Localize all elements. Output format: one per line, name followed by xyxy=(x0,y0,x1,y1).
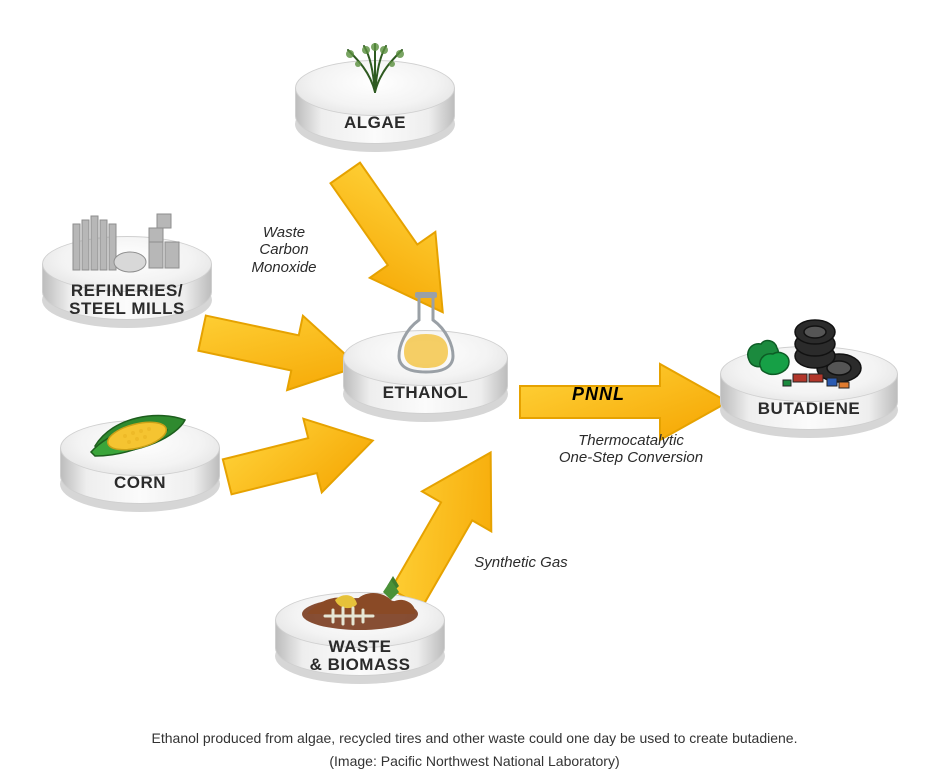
arrow-refineries-ethanol xyxy=(194,296,366,404)
label-thermocatalytic-text: Thermocatalytic One-Step Conversion xyxy=(559,432,703,466)
node-ethanol: ETHANOL xyxy=(343,330,508,424)
flask-icon xyxy=(343,290,508,348)
node-butadiene-label: BUTADIENE xyxy=(720,400,898,418)
node-waste: WASTE & BIOMASS xyxy=(275,592,445,692)
ethanol-butadiene-diagram: PNNL Waste Carbon Monoxide Synthetic Gas… xyxy=(0,0,949,720)
caption-line2: (Image: Pacific Northwest National Labor… xyxy=(0,750,949,772)
corn-icon xyxy=(60,402,220,460)
node-butadiene: BUTADIENE xyxy=(720,346,898,442)
algae-icon xyxy=(295,42,455,100)
label-thermocatalytic: Thermocatalytic One-Step Conversion xyxy=(536,432,726,467)
node-refineries: REFINERIES/ STEEL MILLS xyxy=(42,236,212,336)
node-ethanol-label: ETHANOL xyxy=(343,384,508,402)
node-algae-label: ALGAE xyxy=(295,114,455,132)
pnnl-badge: PNNL xyxy=(572,384,625,405)
node-corn: CORN xyxy=(60,420,220,512)
label-synthetic-gas: Synthetic Gas xyxy=(456,554,586,571)
node-refineries-label: REFINERIES/ STEEL MILLS xyxy=(42,282,212,318)
caption-line1: Ethanol produced from algae, recycled ti… xyxy=(0,727,949,749)
butadiene-icon xyxy=(720,316,898,374)
node-algae: ALGAE xyxy=(295,60,455,152)
label-waste-co-text: Waste Carbon Monoxide xyxy=(251,224,316,276)
node-corn-label: CORN xyxy=(60,474,220,492)
caption: Ethanol produced from algae, recycled ti… xyxy=(0,727,949,772)
label-waste-co: Waste Carbon Monoxide xyxy=(234,224,334,276)
label-synthetic-gas-text: Synthetic Gas xyxy=(474,554,567,571)
refinery-icon xyxy=(42,206,212,264)
waste-icon xyxy=(275,570,445,628)
node-waste-label: WASTE & BIOMASS xyxy=(275,638,445,674)
